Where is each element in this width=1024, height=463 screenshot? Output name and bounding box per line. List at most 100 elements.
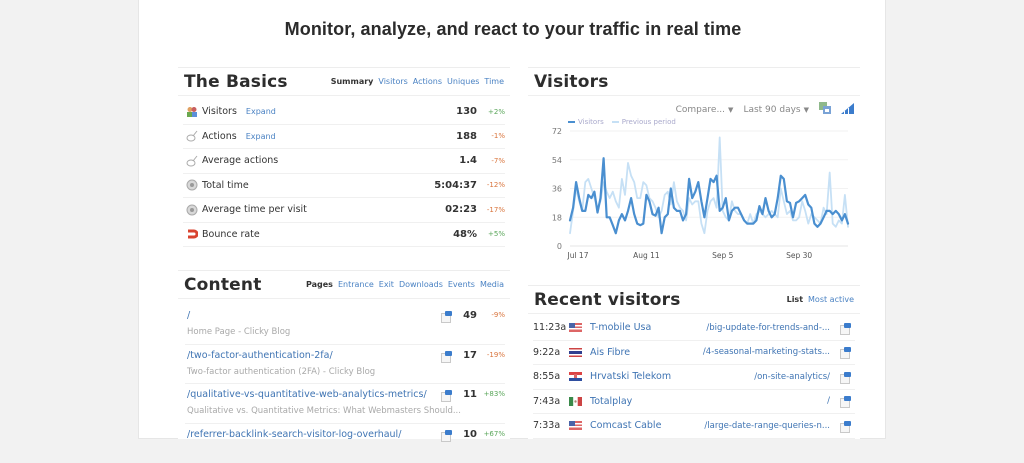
content-row: /two-factor-authentication-2fa/ Two-fact…	[185, 345, 505, 385]
row-value: 5:04:37	[397, 180, 477, 191]
svg-text:Jul 17: Jul 17	[567, 251, 589, 260]
visitor-page[interactable]: /large-date-range-queries-n...	[704, 421, 830, 431]
row-change: +5%	[477, 230, 505, 238]
visitors-icon	[186, 106, 198, 118]
visitor-row[interactable]: 7:33a Comcast Cable /large-date-range-qu…	[533, 414, 855, 439]
row-change: +2%	[477, 108, 505, 116]
actions-icon	[186, 155, 198, 167]
divider	[178, 95, 510, 96]
visit-time: 11:23a	[533, 322, 569, 333]
tab-time[interactable]: Time	[484, 77, 504, 86]
content-row: /referrer-backlink-search-visitor-log-ov…	[185, 424, 505, 463]
bounce-icon	[186, 228, 198, 240]
visitor-page[interactable]: /big-update-for-trends-and-...	[706, 323, 830, 333]
external-link-icon[interactable]	[840, 347, 852, 357]
svg-text:0: 0	[557, 242, 562, 251]
tab-entrance[interactable]: Entrance	[338, 280, 374, 289]
flag-us-icon	[569, 421, 582, 430]
external-link-icon[interactable]	[840, 396, 852, 406]
visitor-row[interactable]: 11:23a T-mobile Usa /big-update-for-tren…	[533, 316, 855, 341]
page-title: Two-factor authentication (2FA) - Clicky…	[187, 367, 375, 377]
page-count: 10	[463, 429, 477, 440]
basics-tabs: Summary Visitors Actions Uniques Time	[331, 77, 504, 86]
visitor-page[interactable]: /	[827, 396, 830, 406]
external-link-icon[interactable]	[441, 390, 453, 400]
page-change: +67%	[484, 430, 505, 438]
visit-time: 8:55a	[533, 371, 569, 382]
page-title: Home Page - Clicky Blog	[187, 327, 290, 337]
expand-link[interactable]: Expand	[246, 107, 276, 116]
divider	[528, 313, 860, 314]
row-change: -1%	[477, 132, 505, 140]
tab-most-active[interactable]: Most active	[808, 295, 854, 304]
svg-text:36: 36	[552, 185, 562, 194]
tab-downloads[interactable]: Downloads	[399, 280, 443, 289]
flag-mx-icon	[569, 397, 582, 406]
visitor-row[interactable]: 9:22a Ais Fibre /4-seasonal-marketing-st…	[533, 341, 855, 366]
external-link-icon[interactable]	[840, 323, 852, 333]
row-label: Bounce rate	[202, 229, 260, 240]
content-panel: Content Pages Entrance Exit Downloads Ev…	[178, 270, 510, 439]
tab-uniques[interactable]: Uniques	[447, 77, 479, 86]
basics-row-actions: Actions Expand 188 -1%	[183, 125, 505, 150]
external-link-icon[interactable]	[441, 430, 453, 440]
row-label: Total time	[202, 180, 249, 191]
visitor-page[interactable]: /4-seasonal-marketing-stats...	[703, 347, 830, 357]
external-link-icon[interactable]	[441, 351, 453, 361]
svg-text:54: 54	[552, 156, 562, 165]
basics-row-average-actions: Average actions 1.4 -7%	[183, 149, 505, 174]
tab-events[interactable]: Events	[448, 280, 475, 289]
page-change: -19%	[487, 351, 505, 359]
visitor-row[interactable]: 7:43a Totalplay /	[533, 390, 855, 415]
external-link-icon[interactable]	[441, 311, 453, 321]
visitor-row[interactable]: 8:55a Hrvatski Telekom /on-site-analytic…	[533, 365, 855, 390]
tab-pages[interactable]: Pages	[306, 280, 333, 289]
clock-icon	[186, 179, 198, 191]
content-tabs: Pages Entrance Exit Downloads Events Med…	[306, 280, 504, 289]
page-link[interactable]: /	[187, 310, 190, 321]
external-link-icon[interactable]	[840, 421, 852, 431]
svg-text:18: 18	[552, 213, 562, 222]
page-count: 17	[463, 350, 477, 361]
basics-row-average-time: Average time per visit 02:23 -17%	[183, 198, 505, 223]
page-title: Qualitative vs. Quantitative Metrics: Wh…	[187, 406, 461, 416]
visit-time: 7:43a	[533, 396, 569, 407]
tab-summary[interactable]: Summary	[331, 77, 374, 86]
visitor-isp[interactable]: Ais Fibre	[590, 347, 630, 358]
page-link[interactable]: /two-factor-authentication-2fa/	[187, 350, 333, 361]
external-link-icon[interactable]	[840, 372, 852, 382]
row-label: Average actions	[202, 155, 278, 166]
recent-title: Recent visitors	[534, 290, 681, 310]
page-count: 49	[463, 310, 477, 321]
row-label: Actions	[202, 131, 237, 142]
visitor-page[interactable]: /on-site-analytics/	[754, 372, 830, 382]
page-link[interactable]: /referrer-backlink-search-visitor-log-ov…	[187, 429, 401, 440]
visitor-isp[interactable]: T-mobile Usa	[590, 322, 651, 333]
clock-icon	[186, 204, 198, 216]
tab-media[interactable]: Media	[480, 280, 504, 289]
visitor-isp[interactable]: Comcast Cable	[590, 420, 661, 431]
row-value: 1.4	[397, 155, 477, 166]
visitor-isp[interactable]: Totalplay	[590, 396, 632, 407]
row-change: -12%	[477, 181, 505, 189]
actions-icon	[186, 130, 198, 142]
basics-panel: The Basics Summary Visitors Actions Uniq…	[178, 67, 510, 247]
tab-visitors[interactable]: Visitors	[378, 77, 407, 86]
content-title: Content	[184, 275, 262, 295]
svg-text:Aug 11: Aug 11	[633, 251, 660, 260]
tab-list[interactable]: List	[787, 295, 803, 304]
visitor-isp[interactable]: Hrvatski Telekom	[590, 371, 671, 382]
visitors-panel: Visitors Compare...▼ Last 90 days▼ Visit…	[528, 67, 860, 262]
expand-link[interactable]: Expand	[246, 132, 276, 141]
divider	[178, 298, 510, 299]
flag-us-icon	[569, 323, 582, 332]
page-link[interactable]: /qualitative-vs-quantitative-web-analyti…	[187, 389, 427, 400]
tab-actions[interactable]: Actions	[413, 77, 442, 86]
basics-row-total-time: Total time 5:04:37 -12%	[183, 174, 505, 199]
tab-exit[interactable]: Exit	[379, 280, 394, 289]
row-label: Average time per visit	[202, 204, 307, 215]
row-change: -7%	[477, 157, 505, 165]
basics-row-bounce-rate: Bounce rate 48% +5%	[183, 223, 505, 248]
recent-tabs: List Most active	[787, 295, 854, 304]
